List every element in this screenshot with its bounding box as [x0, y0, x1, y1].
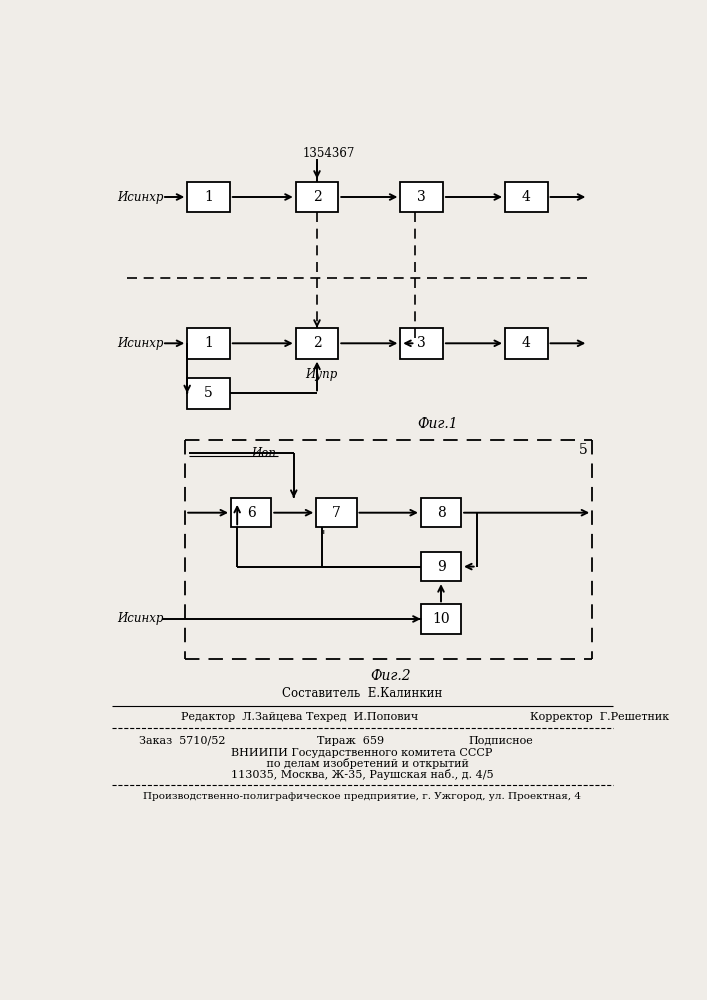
Text: Заказ  5710/52: Заказ 5710/52 — [139, 736, 226, 746]
Bar — [421, 498, 461, 527]
Text: 8: 8 — [437, 506, 445, 520]
Text: Производственно-полиграфическое предприятие, г. Ужгород, ул. Проектная, 4: Производственно-полиграфическое предприя… — [143, 792, 581, 801]
Text: 5: 5 — [204, 386, 213, 400]
Text: 9: 9 — [437, 560, 445, 574]
Bar — [316, 498, 356, 527]
Text: Тираж  659: Тираж 659 — [317, 736, 384, 746]
Bar — [400, 182, 443, 212]
Text: 3: 3 — [417, 190, 426, 204]
Bar — [505, 328, 547, 359]
Bar — [505, 182, 547, 212]
Bar — [400, 328, 443, 359]
Text: 113035, Москва, Ж-35, Раушская наб., д. 4/5: 113035, Москва, Ж-35, Раушская наб., д. … — [230, 769, 493, 780]
Text: 7: 7 — [332, 506, 341, 520]
Text: 1354367: 1354367 — [303, 147, 355, 160]
Bar — [187, 328, 230, 359]
Text: 10: 10 — [432, 612, 450, 626]
Text: Фиг.2: Фиг.2 — [370, 669, 411, 683]
Text: Иупр: Иупр — [305, 368, 337, 381]
Text: 2: 2 — [312, 190, 322, 204]
Text: Исинхр: Исинхр — [117, 612, 163, 625]
Text: 2: 2 — [312, 336, 322, 350]
Bar — [187, 182, 230, 212]
Text: Подписное: Подписное — [468, 736, 533, 746]
Text: 1: 1 — [204, 190, 213, 204]
Text: Корректор  Г.Решетник: Корректор Г.Решетник — [530, 712, 670, 722]
Text: 1: 1 — [204, 336, 213, 350]
Text: Фиг.1: Фиг.1 — [417, 417, 457, 431]
Text: Составитель  Е.Калинкин: Составитель Е.Калинкин — [282, 687, 442, 700]
Text: ВНИИПИ Государственного комитета СССР: ВНИИПИ Государственного комитета СССР — [231, 748, 493, 758]
Bar — [421, 604, 461, 634]
Text: Иоп: Иоп — [251, 447, 276, 460]
Text: 3: 3 — [417, 336, 426, 350]
Bar — [231, 498, 271, 527]
Text: Исинхр: Исинхр — [117, 190, 163, 204]
Text: ': ' — [322, 530, 326, 543]
Text: по делам изобретений и открытий: по делам изобретений и открытий — [255, 758, 469, 769]
Text: 4: 4 — [522, 336, 531, 350]
Text: Исинхр: Исинхр — [117, 337, 163, 350]
Text: 4: 4 — [522, 190, 531, 204]
Bar — [187, 378, 230, 409]
Text: Редактор  Л.Зайцева: Редактор Л.Зайцева — [182, 712, 303, 722]
Text: Техред  И.Попович: Техред И.Попович — [306, 712, 418, 722]
Bar — [296, 182, 339, 212]
Bar — [421, 552, 461, 581]
Text: 5: 5 — [578, 443, 588, 457]
Text: 6: 6 — [247, 506, 255, 520]
Bar — [296, 328, 339, 359]
